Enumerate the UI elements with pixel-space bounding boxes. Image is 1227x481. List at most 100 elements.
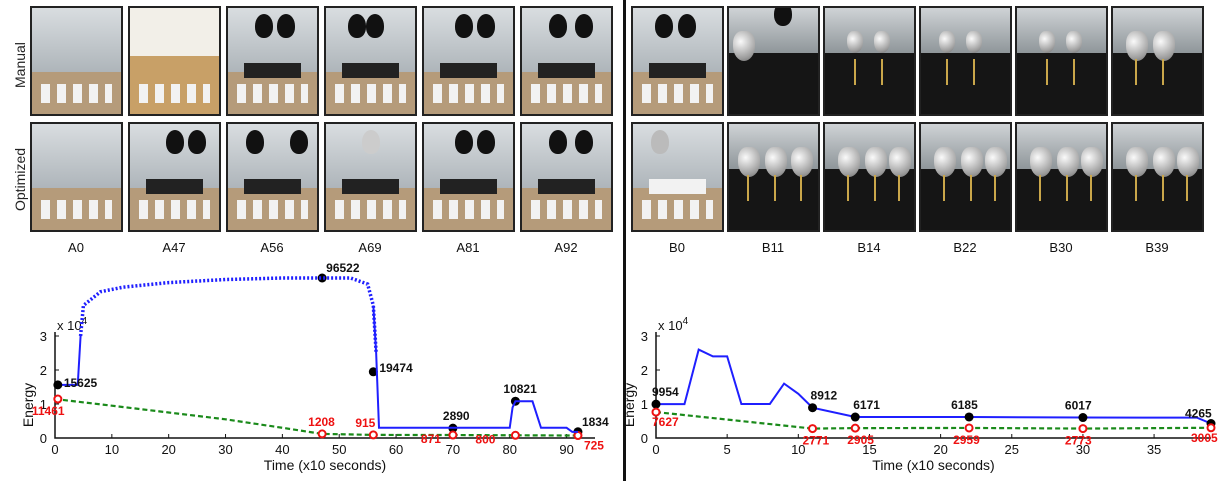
manual-point-label: 15625 <box>64 376 98 390</box>
manual-point-label: 6185 <box>951 398 978 412</box>
thumbnail-manual-b39 <box>1111 6 1204 116</box>
manual-point-label: 8912 <box>811 389 838 403</box>
thumb-label-a81: A81 <box>456 240 480 255</box>
manual-point <box>808 403 818 413</box>
optimized-point-label: 871 <box>421 432 441 446</box>
y-multiplier-exponent: 4 <box>82 316 88 327</box>
x-tick-label: 90 <box>559 442 573 457</box>
optimized-point <box>651 407 661 417</box>
thumbnail-optimized-a47 <box>128 122 221 232</box>
row-label-optimized: Optimized <box>12 147 28 211</box>
energy-chart-right: 0 5 10 15 20 25 30 35 0 1 2 3 x 104 Time (x10 seconds… <box>621 316 1218 473</box>
thumbnail-manual-b30 <box>1015 6 1108 116</box>
manual-energy-line-tail <box>372 305 578 433</box>
x-tick-label: 50 <box>332 442 346 457</box>
thumbnail-optimized-a56 <box>226 122 319 232</box>
thumbnail-manual-a0 <box>30 6 123 116</box>
optimized-point-label: 2773 <box>1065 434 1092 448</box>
thumb-label-b0: B0 <box>669 240 685 255</box>
manual-point <box>964 412 974 422</box>
energy-chart-left: 0 10 20 30 40 50 60 70 80 90 0 1 2 3 x 104 Time (x10 se… <box>20 261 609 473</box>
manual-point-label: 19474 <box>379 361 413 375</box>
y-multiplier: x 104 <box>658 316 689 333</box>
optimized-point <box>808 424 818 434</box>
x-tick-label: 0 <box>51 442 58 457</box>
thumbnail-optimized-a69 <box>324 122 417 232</box>
manual-point-label: 6171 <box>853 398 880 412</box>
x-tick-label: 20 <box>933 442 947 457</box>
x-axis-label: Time (x10 seconds) <box>872 457 994 473</box>
optimized-point-label: 725 <box>584 439 604 453</box>
optimized-point <box>448 430 458 440</box>
thumb-label-b11: B11 <box>761 240 785 255</box>
thumb-label-b22: B22 <box>953 240 977 255</box>
x-tick-label: 10 <box>791 442 805 457</box>
manual-point <box>1078 413 1088 423</box>
manual-point-label: 1834 <box>582 415 609 429</box>
x-tick-label: 40 <box>275 442 289 457</box>
optimized-energy-line <box>54 397 578 437</box>
thumbnail-optimized-a92 <box>520 122 613 232</box>
optimized-point-label: 11461 <box>32 404 65 418</box>
thumbnail-manual-a69 <box>324 6 417 116</box>
thumbnail-optimized-b14 <box>823 122 916 232</box>
thumbnail-manual-a92 <box>520 6 613 116</box>
x-tick-label: 30 <box>218 442 232 457</box>
x-tick-label: 35 <box>1147 442 1161 457</box>
optimized-energy-line <box>655 410 1212 430</box>
thumbnail-manual-a56 <box>226 6 319 116</box>
manual-point-label: 2890 <box>443 409 470 423</box>
optimized-point <box>368 430 378 440</box>
thumb-label-b39: B39 <box>1145 240 1169 255</box>
y-tick-label: 0 <box>641 431 648 446</box>
y-tick-label: 2 <box>641 363 648 378</box>
optimized-point <box>317 429 327 439</box>
y-multiplier: x 104 <box>57 316 88 333</box>
x-tick-label: 0 <box>652 442 659 457</box>
y-axis-label: Energy <box>621 383 637 427</box>
manual-point <box>53 380 63 390</box>
optimized-point <box>1206 423 1216 433</box>
x-tick-label: 15 <box>862 442 876 457</box>
y-tick-label: 1 <box>40 397 47 412</box>
thumb-label-a47: A47 <box>162 240 186 255</box>
y-multiplier-exponent: 4 <box>683 316 689 327</box>
manual-energy-line <box>55 335 82 386</box>
thumbnail-optimized-a0 <box>30 122 123 232</box>
thumbnail-optimized-a81 <box>422 122 515 232</box>
thumb-label-a56: A56 <box>260 240 284 255</box>
optimized-point-label: 1208 <box>308 415 335 429</box>
y-tick-label: 2 <box>40 363 47 378</box>
optimized-point <box>573 431 583 441</box>
thumbnail-optimized-b39 <box>1111 122 1204 232</box>
manual-point-label: 4265 <box>1185 406 1212 420</box>
x-tick-label: 25 <box>1005 442 1019 457</box>
manual-energy-line-high <box>78 276 378 354</box>
thumbnail-manual-b22 <box>919 6 1012 116</box>
thumb-label-b30: B30 <box>1049 240 1073 255</box>
row-label-manual: Manual <box>12 42 28 88</box>
axes <box>655 332 1211 439</box>
manual-point <box>317 273 327 283</box>
thumb-label-a92: A92 <box>554 240 578 255</box>
optimized-point <box>1078 424 1088 434</box>
optimized-point <box>53 394 63 404</box>
thumbnail-manual-a81 <box>422 6 515 116</box>
thumbnail-optimized-b11 <box>727 122 820 232</box>
y-tick-label: 0 <box>40 431 47 446</box>
x-axis-label: Time (x10 seconds) <box>264 457 386 473</box>
x-tick-label: 70 <box>446 442 460 457</box>
thumb-label-a0: A0 <box>68 240 84 255</box>
optimized-point-label: 3005 <box>1191 431 1218 445</box>
manual-point <box>850 412 860 422</box>
optimized-point-label: 2959 <box>953 433 980 447</box>
y-tick-label: 3 <box>40 329 47 344</box>
y-tick-label: 1 <box>641 397 648 412</box>
x-tick-label: 60 <box>389 442 403 457</box>
panel-divider <box>623 0 626 481</box>
y-axis-label: Energy <box>20 383 36 427</box>
thumbnail-optimized-b22 <box>919 122 1012 232</box>
manual-point-label: 96522 <box>326 261 360 275</box>
x-tick-label: 10 <box>105 442 119 457</box>
thumbnail-optimized-b0 <box>631 122 724 232</box>
